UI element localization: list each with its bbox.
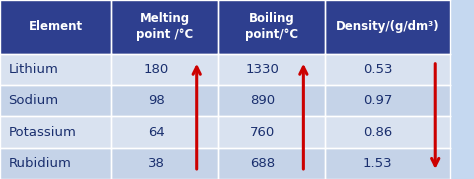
Bar	[325, 116, 450, 148]
Bar	[0, 116, 111, 148]
Text: Lithium: Lithium	[9, 63, 58, 76]
Text: 0.86: 0.86	[363, 125, 392, 139]
Bar	[111, 148, 218, 179]
Text: 64: 64	[148, 125, 164, 139]
Text: Boiling
point/°C: Boiling point/°C	[245, 12, 298, 41]
Bar	[0, 0, 111, 54]
Bar	[325, 85, 450, 116]
Bar	[0, 54, 111, 85]
Text: 760: 760	[250, 125, 275, 139]
Bar	[325, 54, 450, 85]
Text: 180: 180	[144, 63, 169, 76]
Text: Potassium: Potassium	[9, 125, 76, 139]
Text: 1.53: 1.53	[363, 157, 392, 170]
Text: 0.53: 0.53	[363, 63, 392, 76]
Text: Density/(g/dm³): Density/(g/dm³)	[336, 20, 439, 33]
Text: Element: Element	[28, 20, 83, 33]
Text: Sodium: Sodium	[9, 94, 59, 107]
Text: 688: 688	[250, 157, 275, 170]
Text: Melting
point /°C: Melting point /°C	[136, 12, 193, 41]
Bar	[0, 148, 111, 179]
Bar	[218, 54, 325, 85]
Bar	[111, 0, 218, 54]
Bar	[325, 0, 450, 54]
Text: 98: 98	[148, 94, 164, 107]
Text: 890: 890	[250, 94, 275, 107]
Text: Rubidium: Rubidium	[9, 157, 72, 170]
Bar	[0, 85, 111, 116]
Bar	[218, 148, 325, 179]
Bar	[111, 85, 218, 116]
Bar	[325, 148, 450, 179]
Bar	[111, 116, 218, 148]
Bar	[218, 116, 325, 148]
Bar	[218, 85, 325, 116]
Bar	[218, 0, 325, 54]
Text: 38: 38	[148, 157, 164, 170]
Text: 0.97: 0.97	[363, 94, 392, 107]
Text: 1330: 1330	[246, 63, 280, 76]
Bar	[111, 54, 218, 85]
